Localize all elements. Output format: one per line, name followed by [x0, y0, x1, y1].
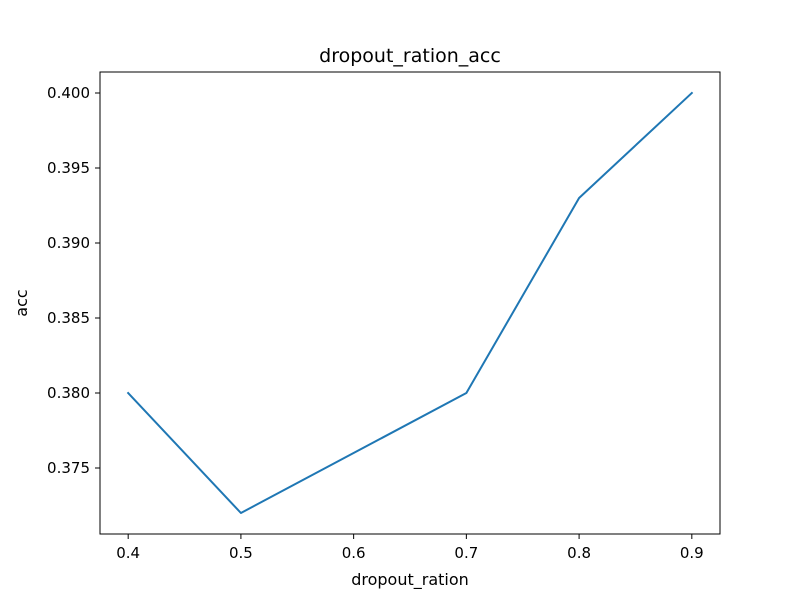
y-tick-label: 0.385 — [47, 309, 90, 327]
series-line-0 — [126, 91, 694, 514]
x-axis: 0.4 0.5 0.6 0.7 0.8 0.9 — [116, 534, 704, 562]
x-tick-label: 0.6 — [342, 544, 366, 562]
y-tick-label: 0.395 — [47, 159, 90, 177]
y-tick-label: 0.380 — [47, 384, 90, 402]
y-axis-label: acc — [12, 289, 31, 316]
x-tick-label: 0.5 — [229, 544, 253, 562]
x-tick-label: 0.8 — [567, 544, 591, 562]
x-tick-label: 0.4 — [116, 544, 140, 562]
y-tick-label: 0.400 — [47, 84, 90, 102]
y-tick-label: 0.390 — [47, 234, 90, 252]
x-axis-label: dropout_ration — [351, 570, 469, 590]
axes-frame — [99, 71, 721, 535]
x-tick-label: 0.9 — [680, 544, 704, 562]
plot-area — [126, 91, 694, 514]
chart-title: dropout_ration_acc — [319, 45, 501, 67]
x-tick-label: 0.7 — [454, 544, 478, 562]
y-axis: 0.375 0.380 0.385 0.390 0.395 0.400 — [47, 84, 100, 477]
y-tick-label: 0.375 — [47, 459, 90, 477]
